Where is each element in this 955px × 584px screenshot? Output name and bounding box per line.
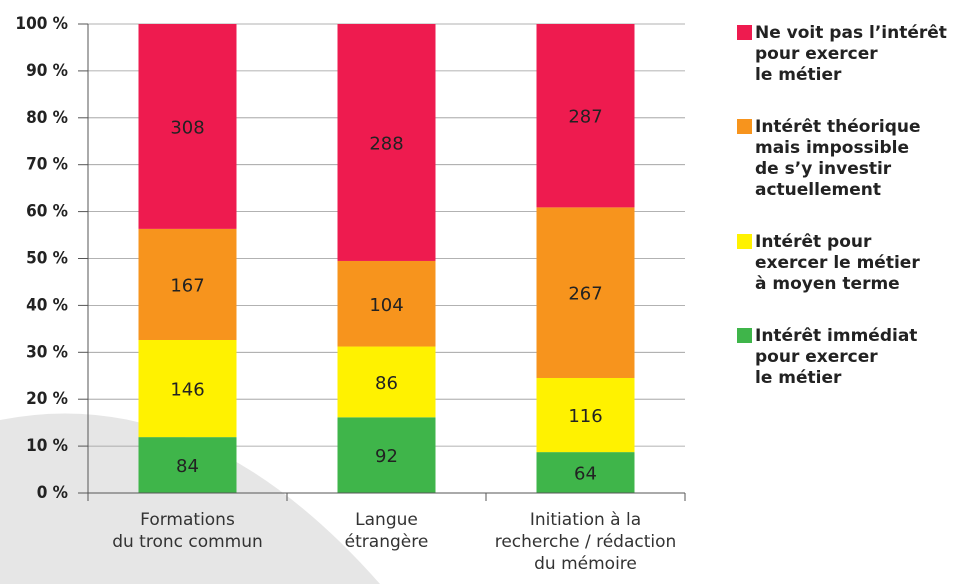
y-tick-label: 50 % bbox=[26, 249, 68, 269]
y-tick-label: 40 % bbox=[26, 295, 68, 315]
bar-segment bbox=[337, 24, 436, 261]
bar-segment bbox=[337, 346, 436, 418]
y-tick-label: 90 % bbox=[26, 61, 68, 81]
bar-segment bbox=[536, 207, 635, 378]
data-label: 92 bbox=[375, 446, 398, 467]
background-shape bbox=[0, 413, 380, 584]
data-label: 104 bbox=[369, 295, 403, 316]
legend-swatch bbox=[737, 119, 752, 134]
data-label: 288 bbox=[369, 133, 403, 154]
data-label: 308 bbox=[170, 117, 204, 138]
bar-segment bbox=[536, 377, 635, 453]
legend-label: Ne voit pas l’intérêt pour exercer le méti… bbox=[755, 23, 947, 85]
data-label: 86 bbox=[375, 373, 398, 394]
y-tick-label: 100 % bbox=[15, 14, 68, 34]
bar-segment bbox=[337, 260, 436, 347]
x-tick-label: Formations du tronc commun bbox=[112, 510, 263, 552]
legend-label: Intérêt immédiat pour exercer le métier bbox=[755, 326, 917, 388]
data-label: 267 bbox=[568, 284, 602, 305]
data-label: 64 bbox=[574, 464, 597, 485]
data-label: 287 bbox=[568, 107, 602, 128]
y-tick-label: 30 % bbox=[26, 342, 68, 362]
data-label: 167 bbox=[170, 275, 204, 296]
y-tick-label: 60 % bbox=[26, 202, 68, 222]
x-tick-label: Langue étrangère bbox=[345, 510, 429, 552]
data-label: 146 bbox=[170, 380, 204, 401]
bar-segment bbox=[138, 228, 237, 340]
legend-swatch bbox=[737, 25, 752, 40]
bar-segment bbox=[138, 437, 237, 493]
data-label: 84 bbox=[176, 456, 199, 477]
y-tick-label: 10 % bbox=[26, 436, 68, 456]
y-tick-label: 80 % bbox=[26, 108, 68, 128]
y-tick-label: 70 % bbox=[26, 155, 68, 175]
bar-segment bbox=[138, 339, 237, 438]
bar-segment bbox=[536, 452, 635, 493]
legend-label: Intérêt pour exercer le métier à moyen ter… bbox=[755, 232, 920, 294]
legend-swatch bbox=[737, 328, 752, 343]
bar-segment bbox=[337, 417, 436, 493]
bar-segment bbox=[138, 24, 237, 229]
x-tick-label: Initiation à la recherche / rédaction du m… bbox=[495, 510, 677, 574]
legend-swatch bbox=[737, 234, 752, 249]
bar-segment bbox=[536, 24, 635, 208]
legend-label: Intérêt théorique mais impossible de s’y i… bbox=[755, 117, 921, 200]
y-tick-label: 0 % bbox=[37, 483, 68, 503]
y-tick-label: 20 % bbox=[26, 389, 68, 409]
data-label: 116 bbox=[568, 406, 602, 427]
